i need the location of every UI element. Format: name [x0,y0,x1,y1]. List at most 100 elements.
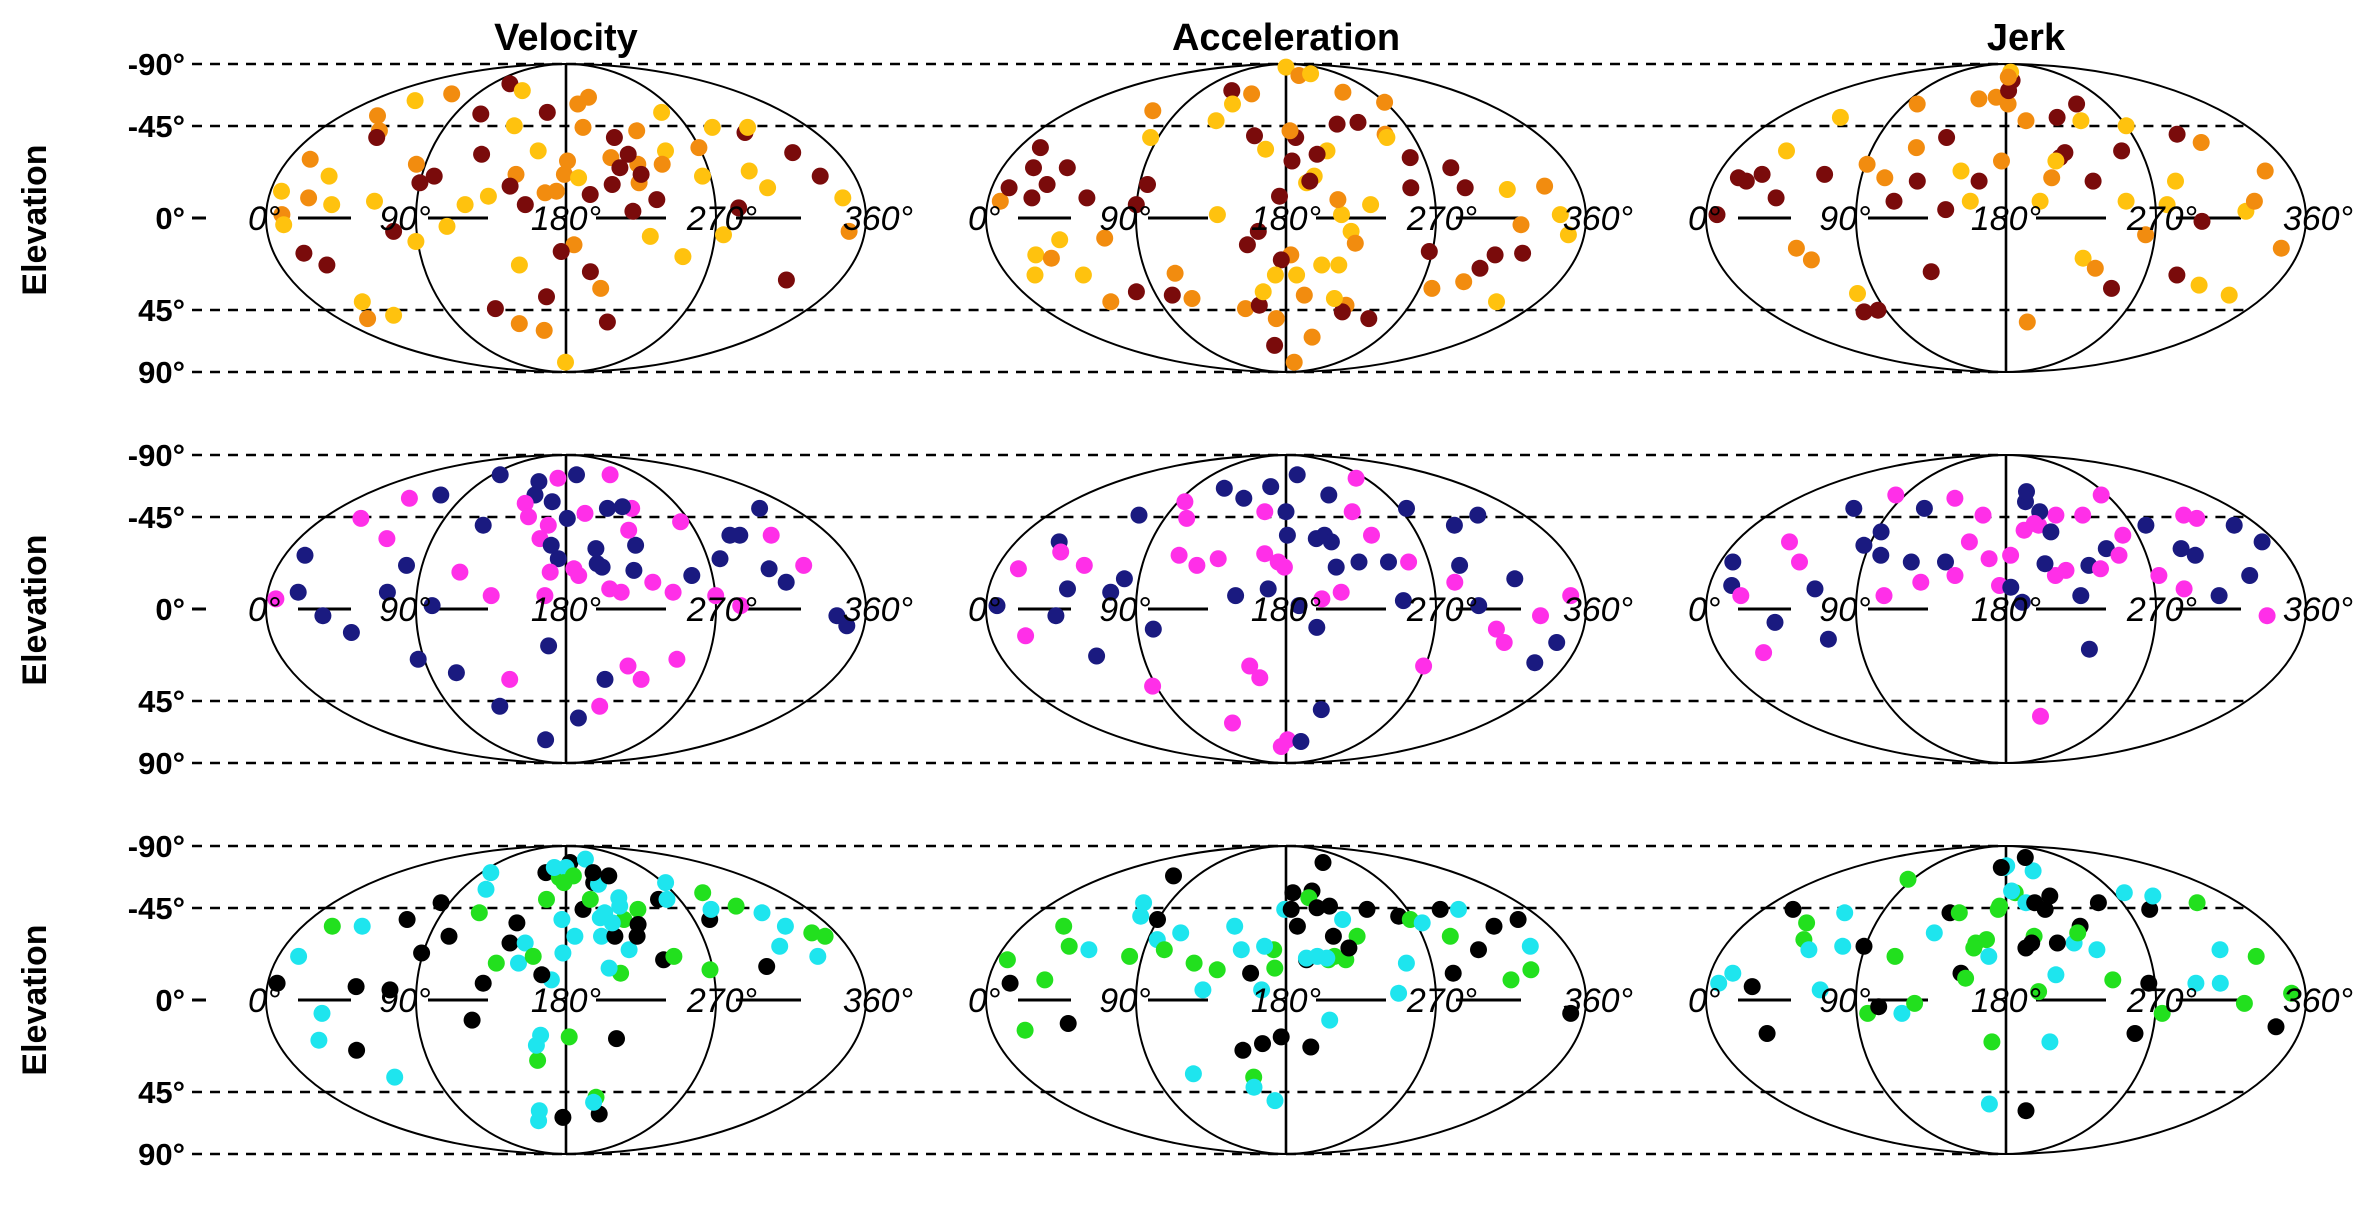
elevation-tick-plus45: 45° [138,684,185,719]
scatter-point [1208,206,1226,224]
scatter-point [1952,162,1970,180]
scatter-point [565,560,583,578]
scatter-point [1250,296,1268,314]
scatter-point [596,670,614,688]
scatter-point [1869,301,1887,319]
scatter-point [513,82,531,100]
azimuth-tick-90: 90° [1819,982,1870,1020]
scatter-point [758,958,776,975]
scatter-point [438,217,456,235]
scatter-point [1512,216,1530,234]
scatter-point [378,530,396,548]
scatter-point [1245,1078,1263,1096]
scatter-point [1284,884,1302,902]
scatter-point [559,152,576,170]
scatter-point [1778,142,1795,160]
scatter-point [423,597,441,615]
scatter-point [2041,887,2059,905]
azimuth-tick-0: 0° [248,982,281,1020]
azimuth-tick-360: 360° [1563,982,1633,1020]
scatter-point [694,167,711,185]
scatter-point [2117,117,2135,135]
scatter-point [1798,914,1816,932]
scatter-point [991,192,1009,210]
scatter-point [1333,303,1351,321]
elevation-tick-plus90: 90° [138,355,185,390]
scatter-point [707,587,725,605]
azimuth-tick-270: 270° [1406,200,1477,238]
scatter-point [1899,870,1917,888]
scatter-point [1423,279,1441,297]
scatter-point [1102,293,1120,311]
scatter-point [1078,189,1096,207]
scatter-point [1451,556,1469,574]
scatter-point [702,900,720,918]
scatter-point [1178,509,1196,527]
scatter-point [1303,328,1321,346]
column-title-jerk: Jerk [1987,17,2066,59]
azimuth-tick-180: 180° [531,591,601,629]
scatter-point [536,184,554,202]
scatter-point [456,196,474,214]
scatter-point [574,118,592,136]
scatter-point [313,1004,331,1022]
azimuth-tick-360: 360° [2283,200,2353,238]
scatter-point [2126,1025,2144,1042]
scatter-point [1999,68,2017,86]
scatter-point [1232,941,1250,959]
scatter-point [1441,927,1459,945]
scatter-series-r2-c1 [267,466,856,749]
scatter-point [600,867,618,885]
scatter-point [1380,553,1397,571]
scatter-point [598,313,616,331]
azimuth-tick-90: 90° [1819,200,1870,238]
scatter-point [549,469,567,487]
scatter-point [1766,613,1784,631]
scatter-point [1363,526,1380,544]
scatter-point [1836,904,1854,922]
scatter-point [275,216,293,234]
scatter-point [2192,134,2210,151]
scatter-point [2187,974,2205,992]
scatter-point [1732,587,1750,605]
scatter-point [1267,310,1285,328]
scatter-point [537,731,555,749]
scatter-point [2017,1102,2035,1120]
scatter-point [1026,266,1044,284]
azimuth-tick-180: 180° [1251,200,1321,238]
scatter-point [1845,499,1863,517]
scatter-point [762,526,780,544]
scatter-point [407,233,425,250]
scatter-point [576,850,594,868]
scatter-point [2103,279,2120,297]
scatter-point [432,894,450,912]
scatter-point [2267,1018,2285,1036]
scatter-point [988,597,1006,615]
scatter-point [1444,964,1462,982]
scatter-point [2025,515,2043,532]
scatter-point [1025,159,1042,177]
scatter-point [1937,201,1955,219]
scatter-point [1256,545,1274,563]
azimuth-tick-180: 180° [1251,591,1321,629]
scatter-point [1502,971,1520,989]
scatter-point [1442,159,1460,177]
scatter-point [1922,263,1940,281]
scatter-point [1548,634,1566,651]
scatter-point [1946,489,1964,507]
scatter-point [619,657,637,675]
scatter-point [1980,947,1998,965]
scatter-point [482,864,500,882]
elevation-tick-minus90: -90° [128,829,185,864]
scatter-point [759,179,777,197]
scatter-point [1855,536,1873,554]
scatter-point [611,897,629,915]
scatter-point [1132,907,1150,925]
scatter-point [641,227,659,245]
scatter-point [1142,129,1160,146]
scatter-point [2092,486,2110,504]
scatter-point [505,117,523,135]
scatter-point [1755,644,1773,662]
scatter-point [683,567,701,584]
scatter-point [1314,854,1332,871]
